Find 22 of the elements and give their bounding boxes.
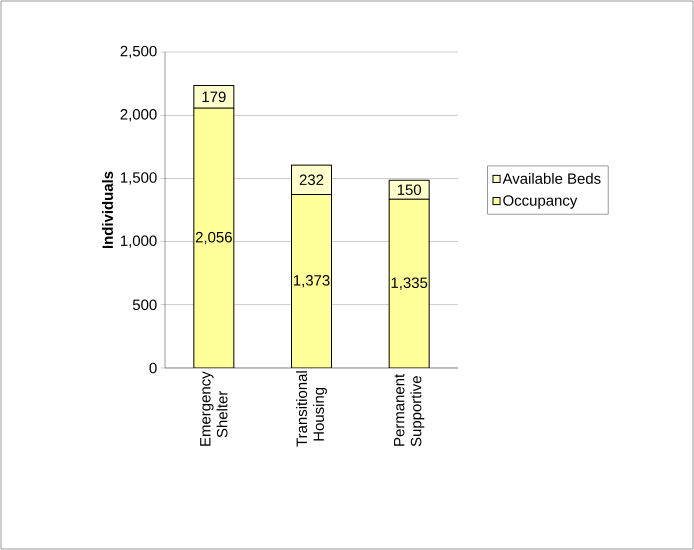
y-tick-label: 500 xyxy=(132,300,157,310)
y-tick-label: 2,500 xyxy=(120,46,157,58)
y-tick-label: 1,500 xyxy=(120,172,157,185)
x-tick-label: Permanent Supportive xyxy=(394,374,424,446)
legend-label: Occupancy xyxy=(503,195,578,209)
y-tick-label: 1,000 xyxy=(120,235,157,248)
data-label: 1,373 xyxy=(294,275,330,288)
bar xyxy=(388,198,430,368)
legend-label: Available Beds xyxy=(502,172,601,184)
x-tick-label: Emergency Shelter xyxy=(200,371,228,446)
data-label: 232 xyxy=(300,174,324,186)
bar xyxy=(291,194,332,368)
y-tick-label: 0 xyxy=(149,362,157,374)
data-label: 2,056 xyxy=(196,232,232,244)
data-label: 179 xyxy=(202,92,226,102)
y-tick-label: 2,000 xyxy=(120,109,157,122)
data-label: 150 xyxy=(398,184,422,196)
data-label: 1,335 xyxy=(392,277,428,290)
bar xyxy=(291,164,332,195)
y-axis-title: Individuals xyxy=(102,172,113,248)
x-tick-label: Transitional Housing xyxy=(296,371,327,447)
bar xyxy=(193,108,234,368)
